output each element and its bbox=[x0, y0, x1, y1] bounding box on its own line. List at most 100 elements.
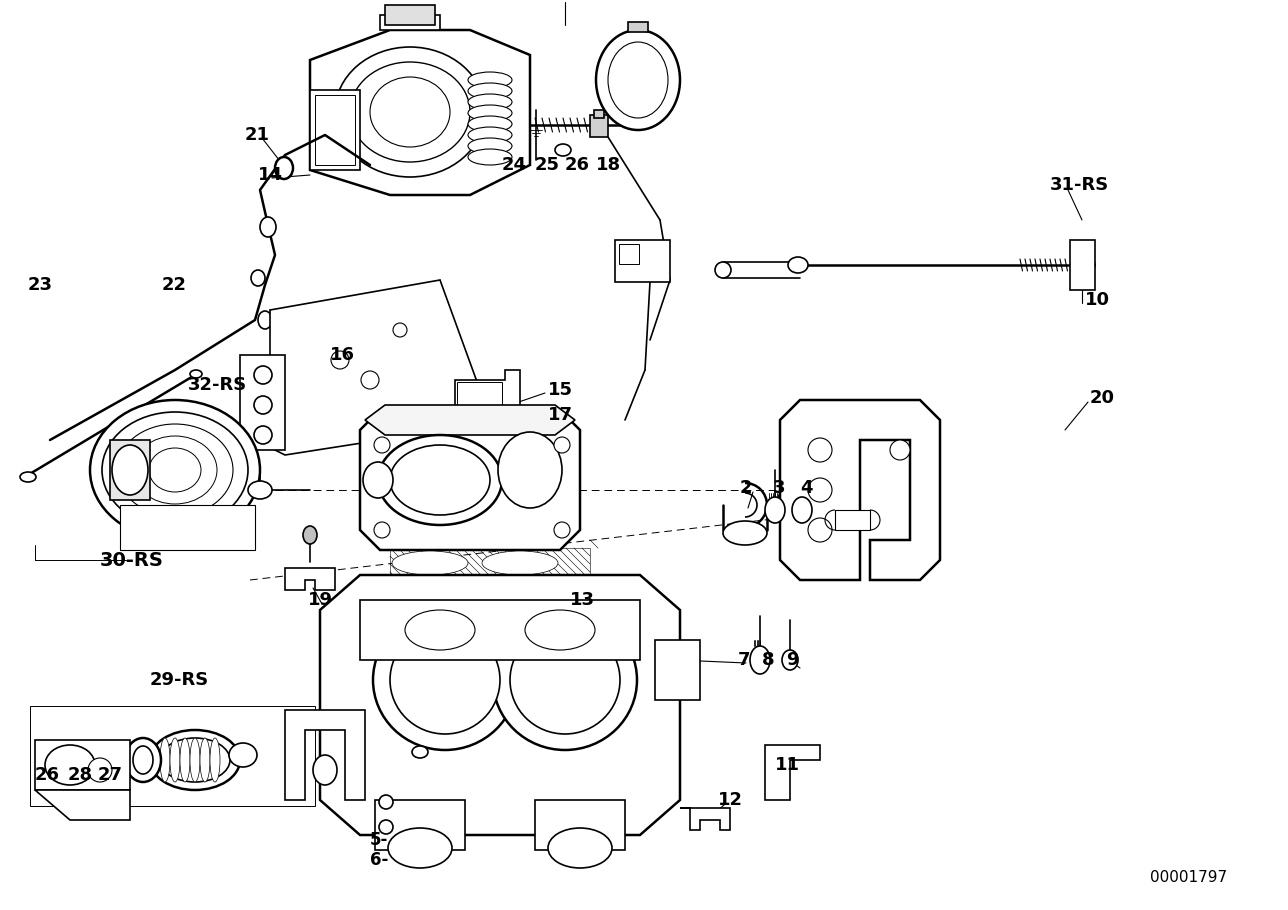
Ellipse shape bbox=[374, 437, 390, 453]
Ellipse shape bbox=[374, 522, 390, 538]
Text: 15: 15 bbox=[547, 381, 573, 399]
Ellipse shape bbox=[379, 795, 393, 809]
Text: 12: 12 bbox=[717, 791, 743, 809]
Polygon shape bbox=[361, 410, 580, 550]
Ellipse shape bbox=[470, 450, 480, 460]
Ellipse shape bbox=[792, 497, 811, 523]
Ellipse shape bbox=[468, 127, 513, 143]
Ellipse shape bbox=[133, 436, 216, 504]
Ellipse shape bbox=[484, 438, 496, 452]
Ellipse shape bbox=[133, 746, 153, 774]
Polygon shape bbox=[285, 710, 365, 800]
Ellipse shape bbox=[526, 610, 595, 650]
Bar bbox=[385, 5, 435, 25]
Bar bbox=[1070, 240, 1095, 290]
Polygon shape bbox=[35, 740, 130, 790]
Text: 28: 28 bbox=[68, 766, 93, 784]
Ellipse shape bbox=[160, 738, 170, 782]
Ellipse shape bbox=[890, 440, 911, 460]
Ellipse shape bbox=[216, 522, 233, 538]
Ellipse shape bbox=[117, 424, 233, 516]
Text: 18: 18 bbox=[596, 156, 621, 174]
Bar bbox=[620, 244, 639, 264]
Ellipse shape bbox=[180, 738, 191, 782]
Bar bbox=[535, 800, 625, 850]
Text: 25: 25 bbox=[535, 156, 560, 174]
Ellipse shape bbox=[374, 610, 516, 750]
Text: 6-: 6- bbox=[370, 851, 389, 869]
Bar bbox=[594, 110, 604, 118]
Ellipse shape bbox=[254, 396, 272, 414]
Polygon shape bbox=[765, 745, 820, 800]
Ellipse shape bbox=[361, 371, 379, 389]
Ellipse shape bbox=[750, 646, 770, 674]
Ellipse shape bbox=[160, 738, 231, 782]
Ellipse shape bbox=[390, 626, 500, 734]
Ellipse shape bbox=[149, 448, 201, 492]
Ellipse shape bbox=[469, 434, 480, 446]
Ellipse shape bbox=[229, 743, 258, 767]
Text: 5-: 5- bbox=[370, 831, 389, 849]
Bar bbox=[835, 510, 869, 530]
Bar bbox=[375, 800, 465, 850]
Bar bbox=[614, 240, 670, 282]
Ellipse shape bbox=[468, 94, 513, 110]
Ellipse shape bbox=[249, 481, 272, 499]
Ellipse shape bbox=[555, 144, 571, 156]
Bar bbox=[240, 355, 285, 450]
Ellipse shape bbox=[554, 522, 571, 538]
Polygon shape bbox=[310, 30, 529, 195]
Text: 20: 20 bbox=[1090, 389, 1115, 407]
Ellipse shape bbox=[392, 551, 468, 575]
Ellipse shape bbox=[468, 72, 513, 88]
Bar bbox=[390, 548, 590, 578]
Ellipse shape bbox=[510, 626, 620, 734]
Ellipse shape bbox=[88, 758, 112, 782]
Ellipse shape bbox=[370, 77, 450, 147]
Bar bbox=[457, 382, 502, 427]
Bar bbox=[109, 440, 149, 500]
Ellipse shape bbox=[379, 820, 393, 834]
Text: 2: 2 bbox=[741, 479, 752, 497]
Bar bbox=[30, 706, 316, 806]
Text: 11: 11 bbox=[775, 756, 800, 774]
Ellipse shape bbox=[390, 445, 489, 515]
Ellipse shape bbox=[468, 149, 513, 165]
Ellipse shape bbox=[468, 116, 513, 132]
Ellipse shape bbox=[482, 551, 558, 575]
Polygon shape bbox=[255, 280, 480, 455]
Ellipse shape bbox=[258, 311, 272, 329]
Polygon shape bbox=[285, 568, 335, 590]
Ellipse shape bbox=[254, 426, 272, 444]
Ellipse shape bbox=[782, 650, 799, 670]
Text: 8: 8 bbox=[762, 651, 774, 669]
Text: 17: 17 bbox=[547, 406, 573, 424]
Ellipse shape bbox=[303, 526, 317, 544]
Ellipse shape bbox=[45, 745, 95, 785]
Ellipse shape bbox=[254, 366, 272, 384]
Ellipse shape bbox=[765, 497, 784, 523]
Ellipse shape bbox=[412, 746, 428, 758]
Ellipse shape bbox=[276, 157, 292, 179]
Text: 10: 10 bbox=[1084, 291, 1110, 309]
Text: 22: 22 bbox=[162, 276, 187, 294]
Bar bbox=[120, 505, 255, 550]
Text: 21: 21 bbox=[245, 126, 270, 144]
Text: 23: 23 bbox=[28, 276, 53, 294]
Ellipse shape bbox=[493, 610, 638, 750]
Ellipse shape bbox=[363, 462, 393, 498]
Text: 31-RS: 31-RS bbox=[1050, 176, 1109, 194]
Ellipse shape bbox=[191, 370, 202, 378]
Ellipse shape bbox=[102, 412, 249, 528]
Ellipse shape bbox=[149, 730, 240, 790]
Text: 32-RS: 32-RS bbox=[188, 376, 247, 394]
Ellipse shape bbox=[1072, 256, 1095, 274]
Ellipse shape bbox=[200, 738, 210, 782]
Ellipse shape bbox=[468, 138, 513, 154]
Ellipse shape bbox=[404, 610, 475, 650]
Ellipse shape bbox=[335, 47, 486, 177]
Text: 24: 24 bbox=[502, 156, 527, 174]
Polygon shape bbox=[35, 790, 130, 820]
Ellipse shape bbox=[251, 270, 265, 286]
Ellipse shape bbox=[723, 521, 766, 545]
